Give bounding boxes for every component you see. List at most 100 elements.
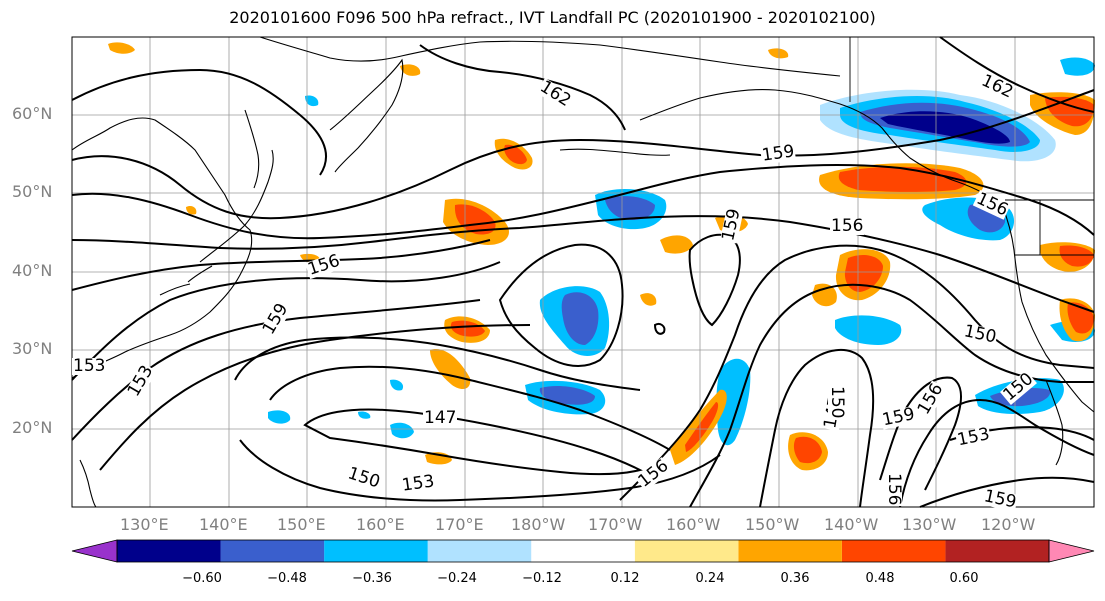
lon-label-130e: 130°E: [120, 515, 169, 534]
colorbar-tick: −0.12: [522, 571, 562, 586]
anomaly-patch-positive: [640, 293, 657, 306]
colorbar-tick: −0.24: [437, 571, 477, 586]
colorbar-tick: 0.12: [610, 571, 640, 586]
anomaly-patch-negative: [716, 358, 751, 446]
anomaly-patch-positive: [844, 254, 883, 292]
colorbar-swatch: [220, 540, 325, 562]
anomaly-patch-negative: [305, 95, 319, 107]
colorbar-tick: 0.48: [865, 571, 895, 586]
contour-label: 156: [830, 216, 865, 236]
anomaly-patch-negative: [561, 292, 599, 345]
anomaly-patch-positive: [793, 436, 822, 464]
contour-line: [653, 322, 666, 335]
colorbar-swatch: [117, 540, 221, 562]
colorbar-swatch: [841, 540, 946, 562]
contour-line: [619, 244, 1095, 501]
contour-line: [759, 348, 875, 508]
colorbar-tick: −0.60: [182, 571, 222, 586]
anomaly-patch-positive: [768, 48, 789, 59]
lon-label-120w: 120°W: [981, 515, 1036, 534]
lat-label-30n: 30°N: [12, 339, 53, 358]
contour-line: [71, 239, 491, 291]
contour-line: [269, 365, 671, 451]
colorbar-extend-high: [1048, 539, 1095, 563]
colorbar-tick: 0.60: [949, 571, 979, 586]
coastline-japan: [159, 149, 274, 296]
contour-line: [688, 233, 741, 327]
contour-line: [939, 36, 1095, 113]
lon-label-130w: 130°W: [902, 515, 957, 534]
anomaly-patch-positive: [504, 144, 527, 165]
contour-line: [689, 283, 1094, 508]
anomaly-patch-positive: [186, 205, 197, 215]
map-title: 2020101600 F096 500 hPa refract., IVT La…: [229, 8, 876, 27]
colorbar-swatch: [634, 540, 739, 562]
contour-line: [899, 398, 1095, 508]
coastline-layer: [71, 36, 1095, 508]
colorbar-swatch: [945, 540, 1049, 562]
contour-line: [71, 164, 1095, 240]
coastline-philippines: [79, 459, 97, 508]
contour-line: [919, 476, 1095, 508]
colorbar-swatch: [738, 540, 842, 562]
contour-label: 153: [400, 471, 437, 496]
lon-label-140w: 140°W: [824, 515, 879, 534]
lon-label-160e: 160°E: [356, 515, 405, 534]
contour-line: [71, 299, 481, 441]
colorbar-extend-low: [71, 539, 118, 563]
anomaly-patch-negative: [268, 410, 291, 424]
coastline-asia: [71, 117, 253, 379]
contour-label: 150: [827, 385, 847, 420]
anomaly-patch-negative: [539, 385, 595, 405]
colorbar-tick: −0.48: [267, 571, 307, 586]
anomaly-patch-positive: [108, 42, 135, 54]
contour-label: 156: [884, 472, 904, 507]
colorbar-swatch: [427, 540, 532, 562]
coastline-sakhalin: [244, 109, 260, 189]
anomaly-patch-positive: [430, 349, 471, 390]
lon-label-170e: 170°E: [435, 515, 484, 534]
colorbar-swatch: [324, 540, 428, 562]
anomaly-patch-positive: [400, 64, 421, 76]
border-layer: [849, 37, 1094, 256]
anomaly-patch-positive: [450, 320, 485, 337]
coastline-alaska: [639, 88, 1003, 206]
anomaly-patch-positive: [685, 402, 719, 452]
contour-line: [71, 215, 1095, 313]
contour-line: [498, 243, 624, 367]
anomaly-patch-negative: [390, 379, 404, 391]
colorbar-tick: 0.36: [780, 571, 810, 586]
lat-label-40n: 40°N: [12, 261, 53, 280]
anomaly-patch-positive: [1059, 245, 1094, 267]
anomaly-patch-positive: [812, 283, 837, 307]
contour-line: [419, 44, 626, 131]
coastline-baja: [1045, 379, 1064, 466]
coastline-siberia: [259, 36, 841, 77]
coastline-kamchatka: [329, 58, 404, 173]
colorbar-swatch: [531, 540, 635, 562]
contour-line: [71, 89, 1095, 220]
colorbar: [71, 539, 1095, 563]
lat-label-60n: 60°N: [12, 104, 53, 123]
anomaly-patch-negative: [605, 196, 655, 220]
contour-label: 153: [72, 356, 107, 376]
lon-label-150w: 150°W: [745, 515, 800, 534]
anomaly-patch-negative: [358, 411, 371, 419]
colorbar-frame: [116, 539, 1050, 563]
map-frame: [71, 36, 1095, 508]
anomaly-patch-negative: [390, 422, 414, 439]
lon-label-160w: 160°W: [666, 515, 721, 534]
lon-label-150e: 150°E: [277, 515, 326, 534]
contour-line: [234, 336, 641, 391]
contour-line: [71, 68, 327, 176]
coastline-na-west: [1001, 204, 1095, 413]
colorbar-tick: −0.36: [352, 571, 392, 586]
lon-label-180w: 180°W: [511, 515, 566, 534]
lon-label-170w: 170°W: [588, 515, 643, 534]
contour-line: [99, 324, 531, 471]
contour-line: [303, 408, 643, 476]
contour-line: [71, 261, 501, 381]
colorbar-tick: 0.24: [695, 571, 725, 586]
anomaly-patch-negative: [835, 315, 902, 345]
